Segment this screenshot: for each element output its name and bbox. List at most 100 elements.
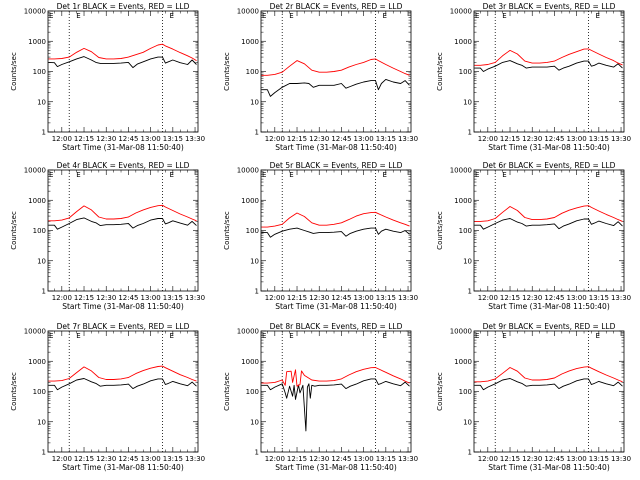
x-tick-label: 12:30 (309, 135, 329, 143)
y-tick-label: 1000 (241, 358, 259, 366)
y-tick-label: 10000 (237, 328, 259, 336)
y-tick-label: 100 (33, 227, 46, 235)
x-tick-label: 12:15 (74, 294, 94, 302)
x-tick-label: 13:00 (141, 455, 161, 463)
chart-title: Det 8r BLACK = Events, RED = LLD (270, 322, 403, 331)
x-tick-label: 13:30 (185, 135, 205, 143)
y-tick-label: 100 (33, 68, 46, 76)
chart-title: Det 6r BLACK = Events, RED = LLD (483, 161, 616, 170)
corner-mark: E (169, 171, 173, 179)
y-tick-label: 10 (37, 98, 46, 106)
y-tick-label: 1 (42, 288, 46, 296)
series-line-events (48, 56, 197, 69)
corner-mark: E (595, 171, 599, 179)
x-tick-label: 12:45 (118, 294, 138, 302)
series-line-events (261, 378, 410, 432)
corner-mark: E (502, 12, 506, 20)
y-tick-label: 100 (246, 388, 259, 396)
corner-mark: E (76, 332, 80, 340)
x-tick-label: 12:45 (118, 135, 138, 143)
x-tick-label: 12:45 (331, 294, 351, 302)
chart-title: Det 7r BLACK = Events, RED = LLD (57, 322, 190, 331)
x-tick-label: 13:15 (589, 135, 609, 143)
y-axis-title: Counts/sec (223, 372, 231, 411)
series-line-events (474, 378, 623, 391)
corner-mark: E (475, 12, 479, 20)
x-tick-label: 13:00 (567, 455, 587, 463)
x-tick-label: 13:00 (354, 135, 374, 143)
y-axis-title: Counts/sec (10, 52, 18, 91)
x-tick-label: 12:15 (287, 455, 307, 463)
y-axis-title: Counts/sec (436, 211, 444, 250)
corner-mark: E (76, 171, 80, 179)
x-tick-label: 12:30 (522, 294, 542, 302)
plot-frame (473, 169, 625, 292)
x-tick-label: 13:30 (611, 135, 631, 143)
x-tick-label: 13:15 (376, 294, 396, 302)
y-tick-label: 1 (42, 129, 46, 137)
x-axis-title: Start Time (31-Mar-08 11:50:40) (488, 143, 610, 152)
x-axis-title: Start Time (31-Mar-08 11:50:40) (275, 463, 397, 472)
series-line-events (261, 227, 410, 238)
corner-mark: E (169, 332, 173, 340)
y-tick-label: 1000 (28, 358, 46, 366)
y-tick-label: 100 (33, 388, 46, 396)
x-tick-label: 12:15 (500, 455, 520, 463)
x-tick-label: 12:15 (500, 135, 520, 143)
x-tick-label: 12:00 (52, 294, 72, 302)
plot-frame (47, 169, 199, 292)
y-axis-title: Counts/sec (436, 372, 444, 411)
y-tick-label: 10000 (237, 167, 259, 175)
x-tick-label: 13:15 (163, 294, 183, 302)
x-tick-label: 13:30 (398, 455, 418, 463)
series-line-lld (261, 58, 410, 76)
plot-frame (473, 330, 625, 453)
corner-mark: E (289, 171, 293, 179)
corner-mark: E (502, 171, 506, 179)
y-axis-title: Counts/sec (223, 52, 231, 91)
x-tick-label: 13:15 (163, 455, 183, 463)
y-tick-label: 100 (459, 68, 472, 76)
y-tick-label: 1 (255, 288, 259, 296)
y-tick-label: 10 (250, 98, 259, 106)
y-tick-label: 10000 (24, 328, 46, 336)
y-axis-title: Counts/sec (10, 372, 18, 411)
corner-mark: E (49, 12, 53, 20)
x-axis-title: Start Time (31-Mar-08 11:50:40) (62, 302, 184, 311)
x-tick-label: 13:30 (185, 294, 205, 302)
corner-mark: E (76, 12, 80, 20)
chart-title: Det 5r BLACK = Events, RED = LLD (270, 161, 403, 170)
x-tick-label: 12:30 (96, 294, 116, 302)
x-tick-label: 12:45 (544, 455, 564, 463)
y-tick-label: 1 (468, 449, 472, 457)
corner-mark: E (595, 332, 599, 340)
corner-mark: E (502, 332, 506, 340)
x-tick-label: 12:45 (544, 135, 564, 143)
y-tick-label: 10000 (450, 328, 472, 336)
x-tick-label: 12:15 (287, 135, 307, 143)
x-tick-label: 12:45 (118, 455, 138, 463)
y-tick-label: 10 (250, 257, 259, 265)
x-axis-title: Start Time (31-Mar-08 11:50:40) (488, 463, 610, 472)
corner-mark: E (289, 12, 293, 20)
x-axis-title: Start Time (31-Mar-08 11:50:40) (488, 302, 610, 311)
chart-title: Det 4r BLACK = Events, RED = LLD (57, 161, 190, 170)
x-tick-label: 13:30 (398, 135, 418, 143)
y-tick-label: 100 (459, 227, 472, 235)
x-tick-label: 13:00 (567, 135, 587, 143)
series-line-events (48, 217, 197, 230)
series-line-lld (48, 43, 197, 61)
y-tick-label: 1000 (454, 358, 472, 366)
y-tick-label: 100 (246, 227, 259, 235)
corner-mark: E (382, 12, 386, 20)
y-axis-title: Counts/sec (10, 211, 18, 250)
corner-mark: E (475, 332, 479, 340)
